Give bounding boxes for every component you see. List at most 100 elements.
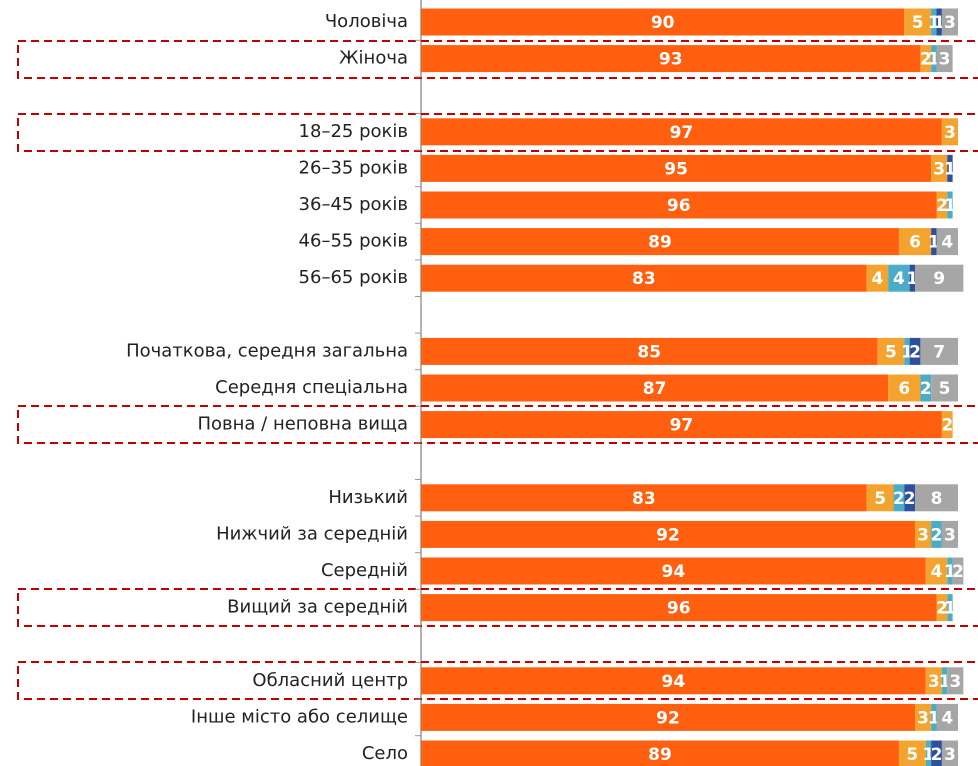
bar-segment (925, 740, 932, 766)
value-label: 2 (941, 416, 953, 436)
y-tick-label: Жіноча (339, 48, 408, 69)
y-tick-label: Обласний центр (252, 670, 408, 691)
bar-segment (421, 264, 867, 292)
value-label: 3 (939, 50, 951, 70)
value-label: 85 (637, 342, 661, 362)
highlight-box (17, 40, 978, 79)
bar-segment (931, 154, 948, 182)
bar-segment (421, 484, 867, 512)
value-label: 1 (928, 233, 940, 253)
bar-segment (421, 740, 899, 766)
bar-segment (941, 520, 958, 548)
value-label: 2 (909, 342, 921, 362)
value-label: 6 (898, 379, 910, 399)
value-label: 6 (909, 233, 921, 253)
value-label: 87 (643, 379, 667, 399)
bar-segment (421, 154, 932, 182)
bar-segment (936, 191, 948, 219)
value-label: 7 (933, 342, 945, 362)
bar-segment (947, 594, 953, 622)
bar-segment (941, 667, 948, 695)
bar-segment (915, 264, 964, 292)
highlights (17, 40, 978, 700)
y-tick-label: Чоловіча (325, 11, 408, 32)
value-label: 1 (933, 13, 945, 33)
value-label: 83 (632, 489, 656, 509)
value-label: 3 (944, 745, 956, 765)
bar-segment (888, 374, 921, 402)
value-label: 1 (939, 672, 951, 692)
bar-segment (877, 337, 905, 365)
bar-segment (421, 520, 916, 548)
bar-segment (421, 703, 916, 731)
y-tick-label: 26–35 років (299, 157, 408, 178)
highlight-box (17, 113, 978, 152)
bar-segment (941, 411, 953, 439)
bar-segment (915, 484, 958, 512)
bar-segment (947, 154, 953, 182)
bar-segment (936, 703, 958, 731)
bar-segment (941, 118, 958, 146)
value-label: 1 (944, 599, 956, 619)
bar-segment (421, 8, 905, 36)
y-tick-label: Інше місто або селище (191, 706, 408, 727)
value-label: 2 (920, 50, 932, 70)
bar-segment (947, 557, 953, 585)
bar-segment (936, 45, 953, 73)
value-label: 92 (656, 708, 680, 728)
value-label: 3 (949, 672, 961, 692)
bar-segment (904, 8, 932, 36)
value-label: 3 (928, 672, 940, 692)
bar-segment (904, 484, 916, 512)
value-label: 5 (906, 745, 918, 765)
bar-segment (925, 557, 948, 585)
bar-segment (915, 520, 932, 548)
bar-segment (909, 337, 921, 365)
bar-segment (931, 8, 937, 36)
bar-segment (421, 191, 937, 219)
value-label: 89 (648, 233, 672, 253)
bar-segment (941, 740, 958, 766)
value-label: 2 (936, 196, 948, 216)
y-tick-label: Вищий за середній (227, 597, 408, 618)
value-label: 3 (917, 708, 929, 728)
bar-segment (931, 374, 958, 402)
bar-segment (421, 594, 937, 622)
highlight-box (17, 405, 978, 444)
value-label: 4 (931, 562, 943, 582)
value-label: 3 (917, 525, 929, 545)
bar-segment (421, 337, 878, 365)
y-tick-label: 18–25 років (299, 121, 408, 142)
bar-segment (931, 520, 942, 548)
bar-segment (866, 264, 889, 292)
value-label: 2 (893, 489, 905, 509)
value-label: 2 (920, 379, 932, 399)
bar-segment (931, 703, 937, 731)
bar-segment (421, 374, 889, 402)
bar-segment (941, 8, 958, 36)
bar-segment (888, 264, 910, 292)
y-tick-label: 46–55 років (299, 231, 408, 252)
value-label: 1 (906, 269, 918, 289)
bar-segment (421, 228, 899, 256)
bar-segment (920, 45, 932, 73)
y-tick-label: Середня спеціальна (215, 377, 408, 398)
highlight-box (17, 588, 978, 627)
value-label: 2 (952, 562, 964, 582)
bar-segment (421, 667, 926, 695)
bar-segment (936, 228, 958, 256)
value-label: 94 (662, 672, 686, 692)
y-tick-label: 56–65 років (299, 267, 408, 288)
value-label: 1 (928, 50, 940, 70)
bar-segment (931, 228, 937, 256)
value-label: 2 (931, 525, 943, 545)
y-tick-label: Нижчий за середній (216, 523, 408, 544)
bar-segment (936, 8, 942, 36)
value-label: 4 (893, 269, 905, 289)
bar-segment (947, 191, 953, 219)
value-label: 1 (928, 708, 940, 728)
bar-segment (947, 667, 964, 695)
bar-segment (920, 337, 958, 365)
value-label: 1 (944, 159, 956, 179)
